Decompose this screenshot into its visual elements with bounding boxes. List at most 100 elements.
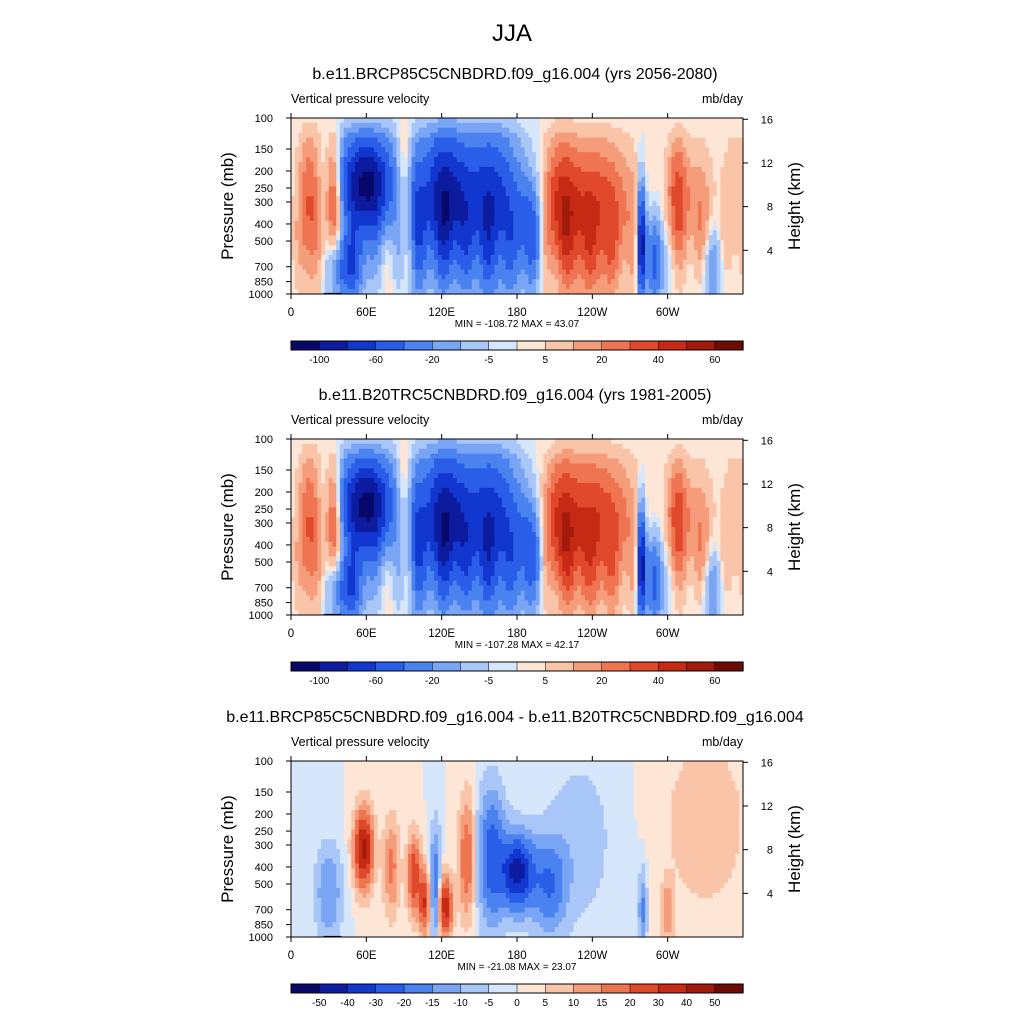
heatmap-cell xyxy=(614,458,620,465)
heatmap-cell xyxy=(422,215,428,222)
heatmap-cell xyxy=(547,453,552,460)
heatmap-cell xyxy=(486,264,492,271)
heatmap-cell xyxy=(558,453,563,460)
heatmap-cell xyxy=(309,166,315,173)
heatmap-cell xyxy=(671,235,676,241)
heatmap-cell xyxy=(426,458,431,465)
heatmap-cell xyxy=(309,245,315,251)
heatmap-cell xyxy=(735,176,740,183)
heatmap-cell xyxy=(686,210,691,217)
heatmap-cell xyxy=(392,284,398,290)
heatmap-cell xyxy=(483,240,488,246)
heatmap-cell xyxy=(407,132,413,139)
heatmap-cell xyxy=(373,122,379,129)
heatmap-cell xyxy=(596,269,601,276)
x-tick-label: 120W xyxy=(577,307,607,319)
heatmap-cell xyxy=(464,264,469,271)
heatmap-cell xyxy=(422,448,428,455)
heatmap-cell xyxy=(584,250,590,256)
heatmap-cell xyxy=(611,453,616,460)
heatmap-cell xyxy=(520,137,526,144)
y-tick-label: 1000 xyxy=(249,289,273,301)
heatmap-cell xyxy=(306,186,311,192)
heatmap-cell xyxy=(735,142,740,148)
heatmap-cell xyxy=(351,181,356,188)
heatmap-cell xyxy=(554,250,560,256)
heatmap-cell xyxy=(622,274,627,280)
heatmap-cell xyxy=(317,186,322,192)
heatmap-cell xyxy=(441,284,447,290)
heatmap-cell xyxy=(306,181,311,188)
heatmap-cell xyxy=(501,147,507,153)
heatmap-cell xyxy=(577,152,582,158)
heatmap-cell xyxy=(618,206,624,212)
heatmap-cell xyxy=(686,264,691,271)
heatmap-cell xyxy=(396,152,401,158)
heatmap-cell xyxy=(362,162,367,168)
heatmap-cell xyxy=(392,127,398,134)
heatmap-cell xyxy=(641,274,646,280)
heatmap-cell xyxy=(535,176,541,183)
heatmap-cell xyxy=(392,162,398,168)
heatmap-cell xyxy=(388,289,394,295)
heatmap-cell xyxy=(434,250,439,256)
heatmap-cell xyxy=(449,118,454,124)
heatmap-cell xyxy=(678,122,684,129)
heatmap-cell xyxy=(358,147,364,153)
heatmap-cell xyxy=(483,162,488,168)
heatmap-cell xyxy=(584,162,590,168)
heatmap-cell xyxy=(637,250,642,256)
heatmap-cell xyxy=(501,220,507,227)
heatmap-cell xyxy=(505,220,511,227)
heatmap-cell xyxy=(524,264,529,271)
heatmap-cell xyxy=(701,215,706,222)
heatmap-cell xyxy=(362,289,367,295)
heatmap-cell xyxy=(313,147,318,153)
heatmap-cell xyxy=(682,162,688,168)
heatmap-cell xyxy=(332,225,337,232)
heatmap-cell xyxy=(313,181,318,188)
heatmap-cell xyxy=(317,132,322,139)
heatmap-cell xyxy=(596,181,601,188)
heatmap-cell xyxy=(370,279,375,285)
heatmap-cell xyxy=(419,254,424,261)
heatmap-cell xyxy=(584,240,590,246)
heatmap-cell xyxy=(302,196,307,202)
heatmap-cell xyxy=(539,132,544,139)
heatmap-cell xyxy=(539,448,544,455)
heatmap-cell xyxy=(452,443,458,450)
heatmap-cell xyxy=(618,240,624,246)
heatmap-cell xyxy=(675,274,680,280)
heatmap-cell xyxy=(309,147,315,153)
heatmap-cell xyxy=(400,201,405,207)
heatmap-cell xyxy=(671,230,676,236)
heatmap-cell xyxy=(547,254,552,261)
heatmap-cell xyxy=(400,235,405,241)
heatmap-cell xyxy=(652,206,657,212)
heatmap-cell xyxy=(577,142,582,148)
heatmap-cell xyxy=(618,220,624,227)
heatmap-cell xyxy=(343,284,349,290)
heatmap-cell xyxy=(607,240,612,246)
heatmap-cell xyxy=(709,274,714,280)
heatmap-cell xyxy=(471,269,477,276)
heatmap-cell xyxy=(739,220,744,227)
heatmap-cell xyxy=(535,215,541,222)
heatmap-cell xyxy=(505,171,511,178)
heatmap-cell xyxy=(607,235,612,241)
heatmap-cell xyxy=(630,118,635,124)
heatmap-cell xyxy=(618,127,624,134)
heatmap-cell xyxy=(306,162,311,168)
heatmap-cell xyxy=(641,254,646,261)
heatmap-cell xyxy=(633,147,639,153)
heatmap-cell xyxy=(347,274,352,280)
heatmap-cell xyxy=(543,245,548,251)
heatmap-cell xyxy=(494,210,499,217)
heatmap-cell xyxy=(441,220,447,227)
heatmap-cell xyxy=(471,225,477,232)
heatmap-cell xyxy=(599,250,605,256)
heatmap-cell xyxy=(317,176,322,183)
heatmap-cell xyxy=(667,166,673,173)
heatmap-cell xyxy=(464,235,469,241)
colorbar-swatch xyxy=(545,340,575,351)
